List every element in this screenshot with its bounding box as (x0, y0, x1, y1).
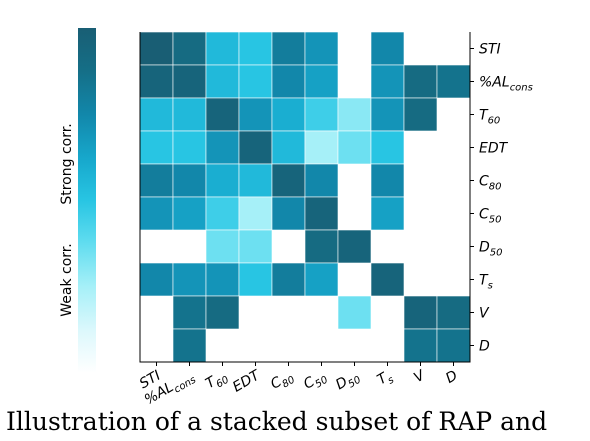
heatmap-cell (370, 97, 405, 132)
y-tick-label: D50 (479, 240, 503, 259)
heatmap-cell (370, 130, 405, 165)
heatmap-cell (172, 328, 207, 363)
heatmap-cell (337, 97, 372, 132)
colorbar-label-weak: Weak corr. (59, 243, 75, 316)
heatmap-cell (172, 97, 207, 132)
heatmap-cell (271, 262, 306, 297)
heatmap-cell (205, 295, 240, 330)
heatmap-cells (139, 31, 471, 363)
y-tick-label: EDT (479, 141, 509, 157)
heatmap-cell (205, 163, 240, 198)
heatmap-cell (304, 31, 339, 66)
heatmap-cell (139, 163, 174, 198)
colorbar (78, 28, 96, 373)
heatmap-cell (436, 64, 471, 99)
heatmap-cell (139, 31, 174, 66)
heatmap-cell (370, 262, 405, 297)
heatmap-cell (238, 64, 273, 99)
heatmap-cell (205, 262, 240, 297)
y-tick-label: D (479, 339, 490, 355)
heatmap-cell (370, 64, 405, 99)
y-tick-labels: STI %ALcons T60 EDT C80 C50 D50 Ts V D (479, 42, 533, 355)
heatmap-cell (403, 97, 438, 132)
heatmap-cell (205, 130, 240, 165)
heatmap-cell (139, 196, 174, 231)
figure-caption: Illustration of a stacked subset of RAP … (6, 407, 548, 436)
heatmap-cell (172, 196, 207, 231)
heatmap-cell (304, 229, 339, 264)
heatmap-cell (403, 64, 438, 99)
heatmap-cell (238, 163, 273, 198)
x-tick-label: Ts (375, 368, 396, 391)
heatmap-cell (337, 130, 372, 165)
colorbar-label-strong: Strong corr. (59, 123, 75, 204)
heatmap-cell (139, 97, 174, 132)
heatmap-cell (304, 262, 339, 297)
heatmap-cell (403, 295, 438, 330)
heatmap-cell (205, 31, 240, 66)
heatmap-cell (304, 130, 339, 165)
heatmap-cell (370, 31, 405, 66)
heatmap-cell (139, 64, 174, 99)
heatmap-cell (271, 163, 306, 198)
heatmap-cell (172, 31, 207, 66)
heatmap-cell (238, 130, 273, 165)
y-tick-label: T60 (479, 108, 500, 127)
heatmap-cell (172, 262, 207, 297)
heatmap-cell (238, 262, 273, 297)
y-tick-label: STI (479, 42, 501, 58)
x-tick-label: V (411, 367, 429, 386)
heatmap-cell (403, 328, 438, 363)
x-tick-label: C50 (301, 368, 330, 396)
heatmap-axes (139, 32, 474, 366)
heatmap-cell (238, 31, 273, 66)
heatmap-cell (238, 196, 273, 231)
heatmap-cell (337, 295, 372, 330)
heatmap-cell (304, 97, 339, 132)
y-tick-label: V (479, 306, 490, 322)
heatmap-cell (172, 130, 207, 165)
heatmap-cell (205, 196, 240, 231)
heatmap-cell (370, 196, 405, 231)
heatmap-cell (271, 196, 306, 231)
heatmap-cell (172, 295, 207, 330)
y-tick-label: C80 (479, 174, 502, 193)
heatmap-cell (205, 64, 240, 99)
heatmap-cell (304, 64, 339, 99)
heatmap-cell (271, 130, 306, 165)
x-tick-label: C80 (268, 368, 297, 396)
y-tick-label: %ALcons (479, 75, 533, 94)
heatmap-cell (205, 97, 240, 132)
heatmap-cell (271, 64, 306, 99)
heatmap-cell (238, 97, 273, 132)
x-tick-label: T60 (203, 368, 231, 395)
heatmap-cell (370, 163, 405, 198)
heatmap-cell (436, 295, 471, 330)
heatmap-cell (304, 196, 339, 231)
heatmap-cell (304, 163, 339, 198)
x-tick-label: D (443, 367, 461, 386)
axes-frame (139, 32, 471, 363)
x-tick-label: EDT (230, 367, 264, 396)
heatmap-cell (271, 97, 306, 132)
heatmap-cell (139, 262, 174, 297)
y-tick-label: C50 (479, 207, 502, 226)
x-tick-label: D50 (333, 368, 363, 396)
heatmap-cell (238, 229, 273, 264)
heatmap-cell (271, 31, 306, 66)
heatmap-cell (205, 229, 240, 264)
heatmap-cell (172, 64, 207, 99)
y-tick-label: Ts (479, 273, 493, 292)
heatmap-cell (436, 328, 471, 363)
heatmap-cell (172, 163, 207, 198)
heatmap-cell (139, 130, 174, 165)
heatmap-cell (337, 229, 372, 264)
